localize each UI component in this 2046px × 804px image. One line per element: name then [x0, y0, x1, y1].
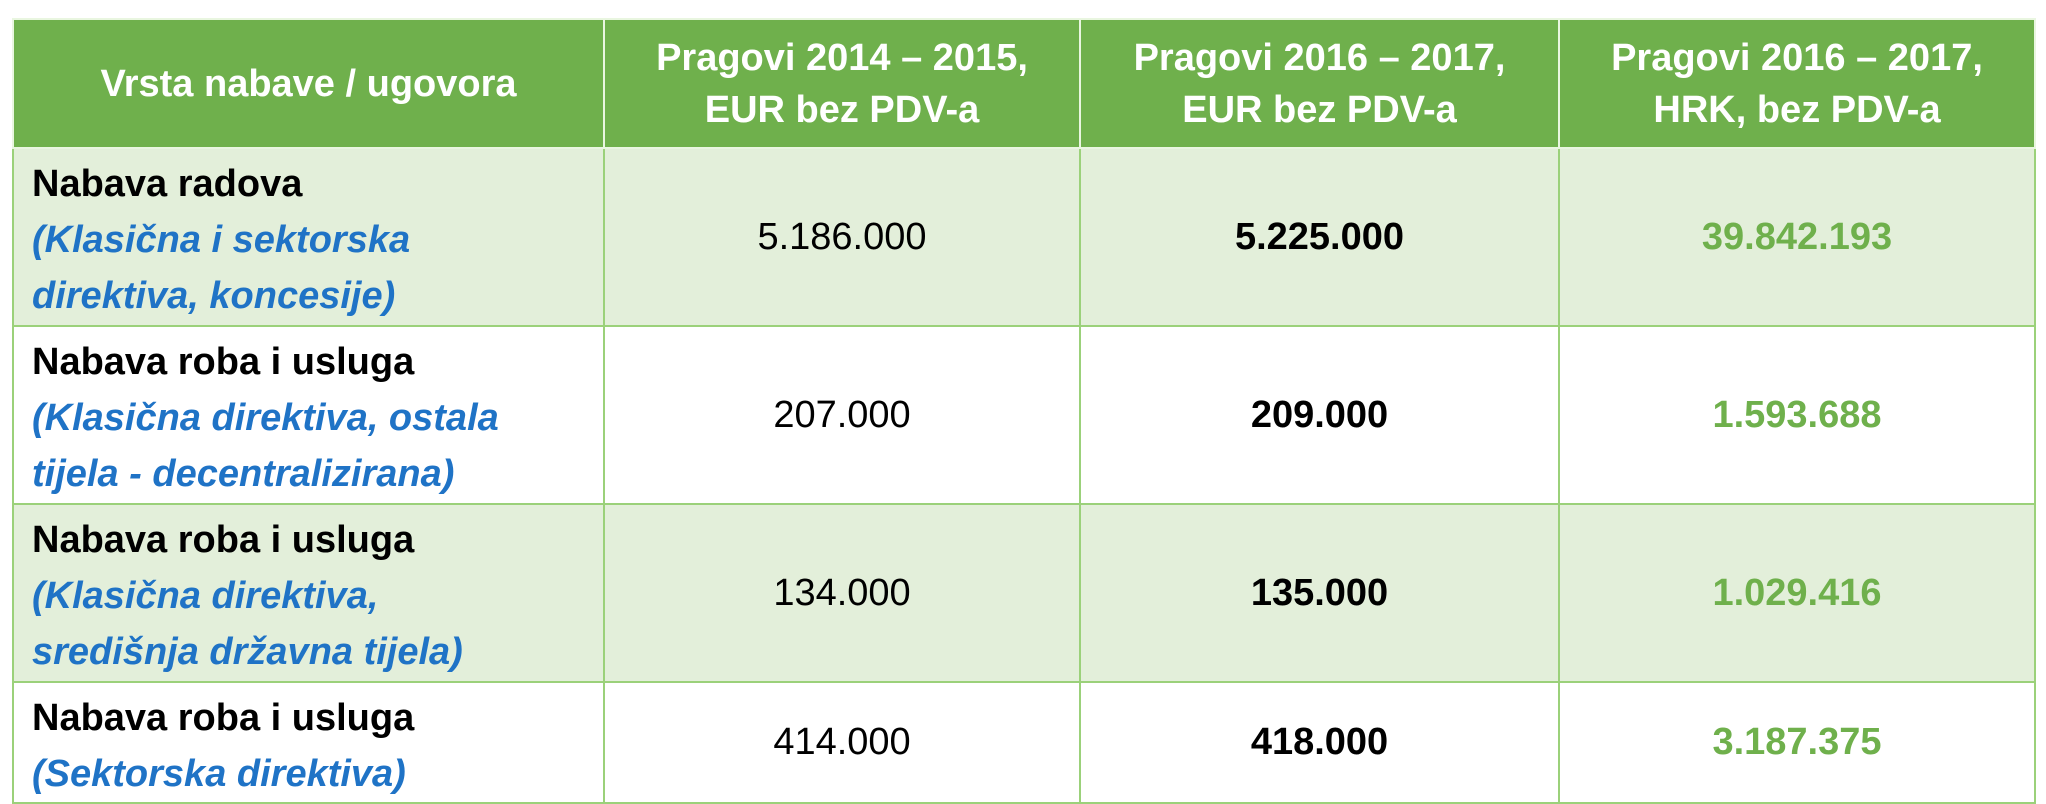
eur-2014-2015-value: 207.000: [603, 325, 1081, 505]
header-line: Pragovi 2016 – 2017,: [1611, 36, 1983, 79]
procurement-type-note: središnja državna tijela): [32, 631, 463, 673]
procurement-type-title: Nabava roba i usluga: [32, 696, 415, 739]
thresholds-table: Vrsta nabave / ugovora Pragovi 2014 – 20…: [12, 18, 2036, 804]
hrk-2016-2017-value: 1.593.688: [1558, 325, 2036, 505]
hrk-2016-2017-value: 3.187.375: [1558, 681, 2036, 804]
header-line: EUR bez PDV-a: [704, 88, 980, 131]
procurement-type-note: (Sektorska direktiva): [32, 752, 406, 795]
procurement-type-title: Nabava roba i usluga: [32, 341, 415, 383]
procurement-type-title: Nabava roba i usluga: [32, 519, 415, 561]
table-header-row: Vrsta nabave / ugovora Pragovi 2014 – 20…: [12, 18, 2036, 149]
eur-2014-2015-value: 414.000: [603, 681, 1081, 804]
procurement-type-note: (Klasična direktiva, ostala: [32, 397, 499, 439]
procurement-type-cell: Nabava radova (Klasična i sektorska dire…: [12, 147, 605, 327]
table-row: Nabava roba i usluga (Klasična direktiva…: [12, 503, 2036, 683]
header-line: Vrsta nabave / ugovora: [100, 62, 517, 105]
eur-2014-2015-value: 134.000: [603, 503, 1081, 683]
procurement-type-note: direktiva, koncesije): [32, 275, 396, 317]
header-thresholds-2016-2017-eur: Pragovi 2016 – 2017, EUR bez PDV-a: [1079, 18, 1560, 149]
table-row: Nabava roba i usluga (Sektorska direktiv…: [12, 681, 2036, 804]
eur-2016-2017-value: 418.000: [1079, 681, 1560, 804]
header-line: HRK, bez PDV-a: [1653, 88, 1941, 131]
header-line: Pragovi 2014 – 2015,: [656, 36, 1028, 79]
procurement-type-title: Nabava radova: [32, 163, 303, 205]
eur-2014-2015-value: 5.186.000: [603, 147, 1081, 327]
procurement-type-cell: Nabava roba i usluga (Klasična direktiva…: [12, 503, 605, 683]
header-thresholds-2014-2015-eur: Pragovi 2014 – 2015, EUR bez PDV-a: [603, 18, 1081, 149]
hrk-2016-2017-value: 39.842.193: [1558, 147, 2036, 327]
header-procurement-type: Vrsta nabave / ugovora: [12, 18, 605, 149]
eur-2016-2017-value: 135.000: [1079, 503, 1560, 683]
table-row: Nabava radova (Klasična i sektorska dire…: [12, 147, 2036, 327]
procurement-type-note: (Klasična i sektorska: [32, 219, 411, 261]
procurement-type-note: (Klasična direktiva,: [32, 575, 379, 617]
eur-2016-2017-value: 209.000: [1079, 325, 1560, 505]
hrk-2016-2017-value: 1.029.416: [1558, 503, 2036, 683]
procurement-type-cell: Nabava roba i usluga (Sektorska direktiv…: [12, 681, 605, 804]
header-line: Pragovi 2016 – 2017,: [1133, 36, 1506, 79]
procurement-type-note: tijela - decentralizirana): [32, 453, 455, 495]
header-line: EUR bez PDV-a: [1182, 88, 1457, 131]
table-row: Nabava roba i usluga (Klasična direktiva…: [12, 325, 2036, 505]
header-thresholds-2016-2017-hrk: Pragovi 2016 – 2017, HRK, bez PDV-a: [1558, 18, 2036, 149]
eur-2016-2017-value: 5.225.000: [1079, 147, 1560, 327]
procurement-type-cell: Nabava roba i usluga (Klasična direktiva…: [12, 325, 605, 505]
